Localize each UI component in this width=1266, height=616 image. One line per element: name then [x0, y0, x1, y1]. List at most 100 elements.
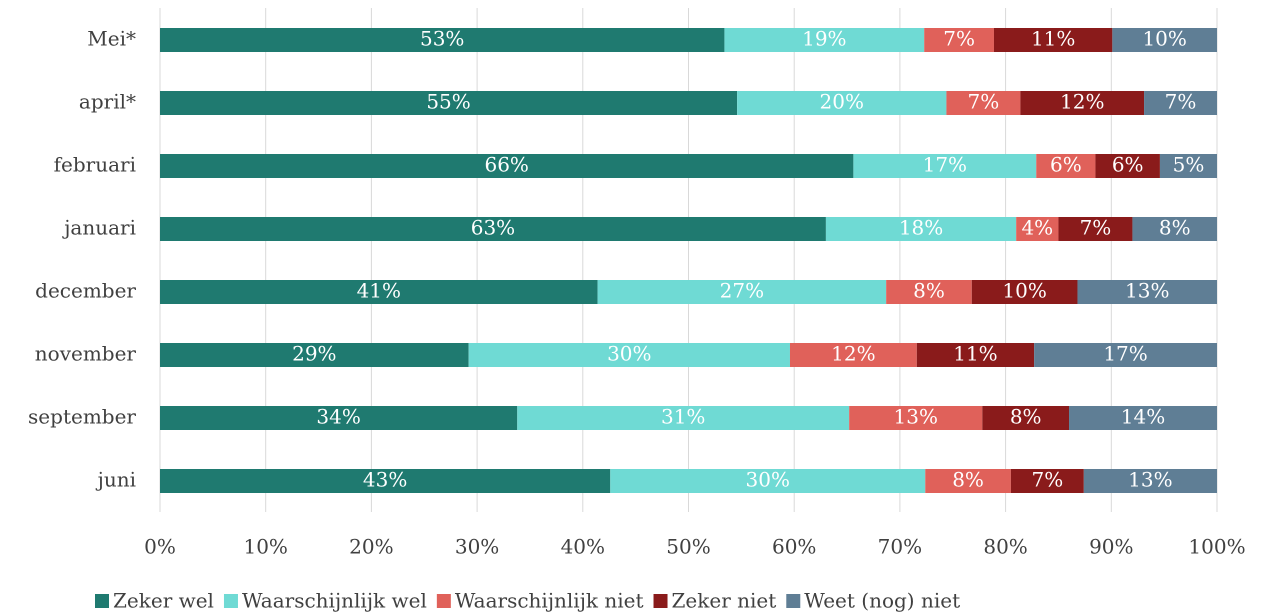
legend-label: Zeker wel	[113, 589, 214, 613]
data-label: 17%	[923, 153, 967, 177]
bar-segment	[160, 280, 598, 304]
legend-swatch	[653, 594, 668, 608]
bar-segment	[160, 154, 854, 178]
data-label: 12%	[831, 342, 875, 366]
y-tick-label: februari	[54, 153, 136, 177]
data-label: 8%	[913, 279, 945, 303]
data-label: 6%	[1050, 153, 1082, 177]
bar-segment	[1010, 469, 1084, 493]
bar-segment	[160, 469, 611, 493]
y-tick-label: april*	[79, 90, 136, 114]
x-tick-label: 30%	[455, 535, 499, 559]
x-tick-label: 60%	[772, 535, 816, 559]
data-label: 10%	[1002, 279, 1046, 303]
data-label: 14%	[1121, 405, 1165, 429]
bar-segment	[160, 28, 725, 52]
bar-segment	[993, 28, 1113, 52]
bar-segment	[1144, 91, 1217, 115]
y-tick-label: november	[35, 342, 137, 366]
bar-segment	[1095, 154, 1160, 178]
legend-label: Weet (nog) niet	[804, 589, 960, 613]
bar-segment	[160, 406, 518, 430]
data-label: 11%	[953, 342, 997, 366]
bar-segment	[597, 280, 887, 304]
bar-segment	[853, 154, 1037, 178]
data-label: 4%	[1021, 216, 1053, 240]
bar-segment	[160, 91, 738, 115]
data-label: 66%	[484, 153, 528, 177]
data-label: 18%	[899, 216, 943, 240]
bar-segment	[924, 28, 994, 52]
bar-segment	[789, 343, 917, 367]
x-tick-label: 80%	[983, 535, 1027, 559]
data-label: 8%	[1159, 216, 1191, 240]
x-tick-label: 50%	[666, 535, 710, 559]
bar-segment	[971, 280, 1078, 304]
bar-segment	[1034, 343, 1217, 367]
legend-swatch	[223, 594, 238, 608]
x-tick-label: 90%	[1089, 535, 1133, 559]
y-tick-label: september	[28, 405, 136, 429]
data-label: 41%	[357, 279, 401, 303]
x-tick-label: 10%	[243, 535, 287, 559]
bar-segment	[1083, 469, 1217, 493]
bar-segment	[1036, 154, 1096, 178]
x-tick-label: 100%	[1188, 535, 1245, 559]
legend-label: Zeker niet	[672, 589, 777, 613]
data-label: 12%	[1060, 90, 1104, 114]
data-label: 20%	[820, 90, 864, 114]
data-label: 13%	[1125, 279, 1169, 303]
data-label: 10%	[1142, 27, 1186, 51]
bar-segment	[925, 469, 1011, 493]
bar-segment	[886, 280, 972, 304]
data-label: 8%	[952, 468, 984, 492]
data-label: 7%	[943, 27, 975, 51]
data-label: 29%	[292, 342, 336, 366]
data-label: 31%	[661, 405, 705, 429]
bar-segment	[825, 217, 1017, 241]
bar-segment	[1016, 217, 1059, 241]
data-label: 19%	[802, 27, 846, 51]
bar-segment	[160, 343, 469, 367]
x-tick-label: 20%	[349, 535, 393, 559]
data-label: 63%	[471, 216, 515, 240]
bar-segment	[1069, 406, 1217, 430]
legend-swatch	[786, 594, 801, 608]
bar-segment	[724, 28, 925, 52]
bar-segment	[1020, 91, 1145, 115]
data-label: 7%	[968, 90, 1000, 114]
bar-segment	[1112, 28, 1217, 52]
bar-segment	[160, 217, 826, 241]
y-tick-label: Mei*	[87, 27, 136, 51]
bar-segment	[610, 469, 926, 493]
data-label: 5%	[1173, 153, 1205, 177]
bar-segment	[982, 406, 1070, 430]
data-label: 30%	[746, 468, 790, 492]
bar-segment	[468, 343, 790, 367]
bar-segment	[849, 406, 983, 430]
y-tick-label: januari	[62, 216, 136, 240]
data-label: 34%	[316, 405, 360, 429]
legend-swatch	[436, 594, 451, 608]
bar-segment	[1159, 154, 1217, 178]
x-tick-label: 40%	[561, 535, 605, 559]
data-label: 7%	[1080, 216, 1112, 240]
data-label: 30%	[607, 342, 651, 366]
legend-label: Waarschijnlijk wel	[242, 589, 427, 613]
bar-segment	[946, 91, 1021, 115]
legend-swatch	[95, 594, 109, 608]
data-label: 7%	[1165, 90, 1197, 114]
data-label: 6%	[1112, 153, 1144, 177]
bar-segment	[1058, 217, 1133, 241]
data-label: 43%	[363, 468, 407, 492]
data-label: 7%	[1031, 468, 1063, 492]
data-label: 17%	[1103, 342, 1147, 366]
x-tick-label: 0%	[144, 535, 176, 559]
data-label: 55%	[426, 90, 470, 114]
bar-segment	[916, 343, 1035, 367]
bar-segment	[737, 91, 947, 115]
y-tick-label: juni	[96, 468, 136, 492]
data-label: 53%	[420, 27, 464, 51]
bar-segment	[517, 406, 850, 430]
